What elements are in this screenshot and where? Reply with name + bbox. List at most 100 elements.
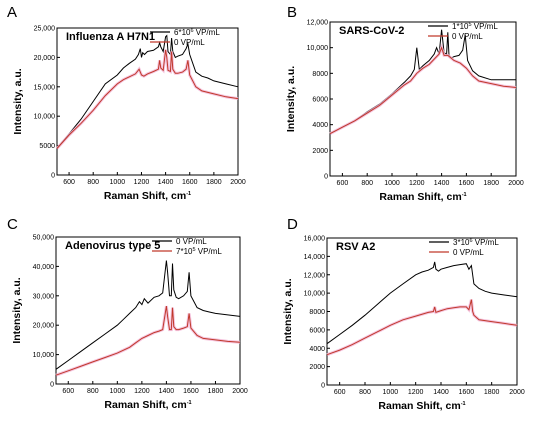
- x-tick-label: 2000: [509, 389, 525, 396]
- plot-frame: [329, 21, 517, 177]
- x-tick-label: 600: [63, 179, 75, 186]
- y-tick-label: 0: [50, 382, 54, 389]
- y-tick-label: 20,000: [34, 55, 56, 62]
- legend-label: 0 VP/mL: [176, 237, 207, 246]
- x-tick-label: 1800: [483, 180, 499, 187]
- y-tick-label: 6000: [312, 97, 328, 104]
- series-line: [55, 260, 241, 370]
- x-tick-label: 1200: [409, 180, 425, 187]
- x-tick-label: 1800: [206, 179, 222, 186]
- y-axis-label: Intensity, a.u.: [12, 68, 24, 134]
- y-axis-label: Intensity, a.u.: [285, 66, 297, 132]
- legend-label: 6*106 VP/mL: [174, 28, 220, 37]
- legend-label: 0 VP/mL: [453, 248, 484, 257]
- legend-label: 1*105 VP/mL: [452, 22, 498, 31]
- plot-frame: [56, 27, 239, 176]
- series-band: [329, 43, 517, 136]
- x-tick-label: 1000: [110, 179, 126, 186]
- y-tick-label: 10,000: [307, 45, 329, 52]
- legend-label: 0 VP/mL: [452, 32, 483, 41]
- chart-panel-a: A Influenza A H7N1 600 800 1000 1200 1400 1600 1…: [7, 4, 246, 202]
- x-tick-label: 1600: [459, 389, 475, 396]
- x-tick-label: 600: [62, 388, 74, 395]
- chart-title: Adenovirus type 5: [65, 240, 160, 252]
- y-tick-label: 8000: [309, 309, 325, 316]
- y-axis-label: Intensity, a.u.: [282, 278, 294, 344]
- legend-label: 7*105 VP/mL: [176, 247, 222, 256]
- x-tick-label: 1000: [110, 388, 126, 395]
- y-tick-label: 20,000: [33, 323, 55, 330]
- y-tick-label: 12,000: [307, 20, 329, 27]
- y-tick-label: 25,000: [34, 26, 56, 33]
- panel-letter: C: [7, 216, 18, 233]
- chart-panel-c: C Adenovirus type 5 600 800 1000 1200 1400 1600…: [7, 216, 248, 411]
- x-tick-label: 600: [334, 389, 346, 396]
- series-line: [55, 306, 241, 376]
- y-tick-label: 8000: [312, 71, 328, 78]
- x-tick-label: 1200: [134, 179, 150, 186]
- x-tick-label: 800: [361, 180, 373, 187]
- y-tick-label: 2000: [312, 148, 328, 155]
- x-axis-label: Raman Shift, cm-1: [104, 399, 191, 411]
- y-tick-label: 5000: [39, 143, 55, 150]
- series-band: [55, 49, 239, 150]
- chart-panel-b: B SARS-CoV-2 600 800 1000 1200 1400 1600 1800 200…: [285, 4, 524, 203]
- x-tick-label: 1400: [159, 388, 175, 395]
- series-line: [329, 46, 517, 135]
- x-axis-label: Raman Shift, cm-1: [378, 400, 465, 412]
- y-tick-label: 16,000: [304, 236, 326, 243]
- series-band: [326, 299, 518, 357]
- chart-title: SARS-CoV-2: [339, 25, 404, 37]
- x-tick-label: 2000: [230, 179, 246, 186]
- y-tick-label: 14,000: [304, 254, 326, 261]
- x-axis-label: Raman Shift, cm-1: [104, 190, 191, 202]
- legend-label: 3*106 VP/mL: [453, 238, 499, 247]
- x-tick-label: 1600: [183, 388, 199, 395]
- plot-frame: [55, 236, 241, 385]
- x-axis-label: Raman Shift, cm-1: [379, 191, 466, 203]
- series-line: [56, 34, 239, 149]
- x-tick-label: 800: [359, 389, 371, 396]
- y-tick-label: 0: [324, 174, 328, 181]
- y-tick-label: 10,000: [304, 291, 326, 298]
- panel-letter: B: [287, 4, 297, 21]
- series-line: [326, 299, 518, 356]
- y-tick-label: 40,000: [33, 264, 55, 271]
- y-tick-label: 4000: [309, 346, 325, 353]
- series-line: [56, 49, 239, 149]
- y-tick-label: 10,000: [33, 352, 55, 359]
- y-tick-label: 15,000: [34, 84, 56, 91]
- y-tick-label: 50,000: [33, 235, 55, 242]
- x-tick-label: 800: [87, 388, 99, 395]
- x-tick-label: 2000: [508, 180, 524, 187]
- chart-panel-d: D RSV A2 600 800 1000 1200 1400 1600 1800 2000 0 20…: [282, 216, 525, 412]
- y-axis-label: Intensity, a.u.: [11, 277, 23, 343]
- y-tick-label: 30,000: [33, 293, 55, 300]
- y-tick-label: 12,000: [304, 272, 326, 279]
- x-tick-label: 1400: [434, 180, 450, 187]
- x-tick-label: 1200: [134, 388, 150, 395]
- x-tick-label: 1000: [383, 389, 399, 396]
- panel-letter: D: [287, 216, 298, 233]
- x-tick-label: 1000: [384, 180, 400, 187]
- x-tick-label: 2000: [232, 388, 248, 395]
- x-tick-label: 1400: [433, 389, 449, 396]
- chart-title: RSV A2: [336, 241, 375, 253]
- y-tick-label: 4000: [312, 122, 328, 129]
- x-tick-label: 1800: [208, 388, 224, 395]
- y-tick-label: 2000: [309, 364, 325, 371]
- x-tick-label: 600: [337, 180, 349, 187]
- panel-letter: A: [7, 4, 17, 21]
- x-tick-label: 1600: [459, 180, 475, 187]
- chart-title: Influenza A H7N1: [66, 31, 155, 43]
- plot-frame: [326, 237, 518, 386]
- y-tick-label: 10,000: [34, 114, 56, 121]
- x-tick-label: 1400: [158, 179, 174, 186]
- x-tick-label: 1600: [182, 179, 198, 186]
- x-tick-label: 1200: [408, 389, 424, 396]
- y-tick-label: 0: [51, 173, 55, 180]
- x-tick-label: 800: [87, 179, 99, 186]
- y-tick-label: 6000: [309, 327, 325, 334]
- legend-label: 0 VP/mL: [174, 38, 205, 47]
